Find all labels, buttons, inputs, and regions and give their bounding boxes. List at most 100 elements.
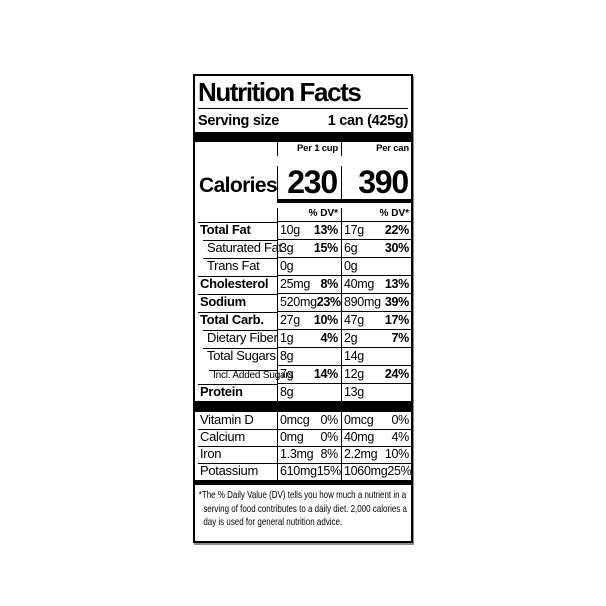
- per-can-dv: 10%: [384, 447, 409, 461]
- per-cup-amount: 0g: [280, 259, 294, 273]
- calories-label: Calories: [199, 174, 278, 197]
- nutrient-name: Total Carb.: [198, 312, 277, 329]
- nutrient-name: Dietary Fiber: [198, 330, 278, 347]
- nutrient-name: Potassium: [198, 463, 277, 480]
- per-cup-dv: 8%: [320, 277, 339, 291]
- per-cup-amount: 3g: [280, 241, 294, 255]
- footnote: *The % Daily Value (DV) tells you how mu…: [198, 485, 408, 541]
- per-cup-amount: 1.3mg: [280, 447, 314, 461]
- footnote-text: *The % Daily Value (DV) tells you how mu…: [198, 489, 407, 528]
- calories-per-can-value: 390: [341, 166, 412, 199]
- per-cup-amount: 27g: [280, 313, 300, 327]
- nutrient-name: Sodium: [198, 294, 277, 311]
- nutrient-row-saturated-fat: Saturated Fat 3g 15% 6g 30%: [198, 239, 412, 257]
- footnote-divider-bar: [195, 480, 411, 485]
- per-can-dv-header: % DV*: [341, 208, 412, 221]
- per-cup-amount: 0mg: [280, 430, 304, 444]
- per-can-amount: 0g: [344, 259, 358, 273]
- per-can-column-header: Per can: [341, 142, 412, 156]
- per-cup-amount: 0mcg: [280, 413, 310, 427]
- vitamin-row-iron: Iron 1.3mg 8% 2.2mg 10%: [198, 446, 412, 463]
- nutrient-row-total-fat: Total Fat 10g 13% 17g 22%: [198, 221, 412, 239]
- per-can-amount: 890mg: [344, 295, 381, 309]
- per-can-dv: 24%: [384, 367, 409, 381]
- per-can-amount: 2.2mg: [344, 447, 378, 461]
- per-cup-dv: 10%: [313, 313, 338, 327]
- nutrient-row-trans-fat: Trans Fat 0g 0g: [198, 257, 412, 275]
- nutrient-row-sodium: Sodium 520mg 23% 890mg 39%: [198, 293, 412, 311]
- nutrient-row-dietary-fiber: Dietary Fiber 1g 4% 2g 7%: [198, 329, 412, 347]
- nutrient-name: Saturated Fat: [198, 240, 282, 257]
- serving-size-value: 1 can (425g): [327, 113, 409, 129]
- per-cup-dv: 14%: [313, 367, 338, 381]
- vitamin-row-potassium: Potassium 610mg 15% 1060mg 25%: [198, 463, 412, 480]
- per-can-amount: 6g: [344, 241, 358, 255]
- per-cup-dv: 13%: [313, 223, 338, 237]
- serving-size-label: Serving size: [198, 113, 280, 129]
- per-can-amount: 40mg: [344, 430, 375, 444]
- nutrient-row-added-sugars: Incl. Added Sugars 7g 14% 12g 24%: [198, 365, 412, 383]
- per-can-amount: 12g: [344, 367, 364, 381]
- nutrient-row-protein: Protein 8g 13g: [198, 383, 412, 401]
- nutrient-name: Trans Fat: [198, 258, 277, 275]
- nutrient-name: Protein: [198, 384, 277, 401]
- thick-divider-bar: [195, 132, 411, 142]
- per-can-dv: 30%: [384, 241, 409, 255]
- nutrient-row-cholesterol: Cholesterol 25mg 8% 40mg 13%: [198, 275, 412, 293]
- per-can-amount: 1060mg: [344, 464, 388, 478]
- per-cup-amount: 520mg: [280, 295, 317, 309]
- per-can-amount: 47g: [344, 313, 364, 327]
- nutrient-name: Total Fat: [198, 222, 277, 239]
- per-can-amount: 2g: [344, 331, 358, 345]
- per-can-dv: 17%: [384, 313, 409, 327]
- calories-per-cup-value: 230: [277, 166, 341, 199]
- per-cup-dv: 4%: [320, 331, 339, 345]
- per-cup-amount: 610mg: [280, 464, 317, 478]
- calories-row: Calories 230 390: [198, 156, 409, 199]
- per-can-dv: 0%: [391, 413, 410, 427]
- per-can-amount: 13g: [344, 385, 364, 399]
- per-can-dv: 39%: [384, 295, 409, 309]
- per-cup-dv: 23%: [316, 295, 341, 309]
- serving-size-row: Serving size 1 can (425g): [198, 109, 408, 132]
- per-cup-dv-header: % DV*: [277, 208, 341, 221]
- column-header-spacer: [198, 142, 277, 156]
- column-headers-row: Per 1 cup Per can: [198, 142, 409, 156]
- calories-underline-bars: [198, 199, 412, 203]
- vitamin-row-vitamin-d: Vitamin D 0mcg 0% 0mcg 0%: [198, 412, 410, 429]
- per-cup-amount: 8g: [280, 349, 294, 363]
- per-cup-dv: 0%: [320, 413, 339, 427]
- per-can-amount: 14g: [344, 349, 364, 363]
- nutrient-name: Iron: [198, 446, 277, 463]
- nutrient-name: Calcium: [198, 429, 277, 446]
- per-can-dv: 4%: [391, 430, 410, 444]
- nutrient-name: Incl. Added Sugars: [198, 370, 294, 383]
- per-cup-amount: 1g: [280, 331, 294, 345]
- nutrient-name: Cholesterol: [198, 276, 277, 293]
- per-cup-dv: 15%: [316, 464, 341, 478]
- per-can-dv: 7%: [391, 331, 410, 345]
- per-cup-dv: 15%: [313, 241, 338, 255]
- nutrient-row-total-carb: Total Carb. 27g 10% 47g 17%: [198, 311, 412, 329]
- daily-value-header-row: % DV* % DV*: [198, 203, 409, 221]
- per-cup-amount: 25mg: [280, 277, 311, 291]
- per-can-underline-bar: [341, 199, 412, 203]
- per-cup-amount: 10g: [280, 223, 300, 237]
- per-cup-dv: 0%: [320, 430, 339, 444]
- per-cup-amount: 7g: [280, 367, 294, 381]
- per-can-amount: 17g: [344, 223, 364, 237]
- per-can-dv: 22%: [384, 223, 409, 237]
- nutrient-row-total-sugars: Total Sugars 8g 14g: [198, 347, 412, 365]
- section-divider-bar: [195, 401, 411, 412]
- per-cup-column-header: Per 1 cup: [277, 142, 341, 156]
- per-can-dv: 13%: [384, 277, 409, 291]
- nutrient-name: Total Sugars: [198, 348, 277, 365]
- per-can-amount: 40mg: [344, 277, 375, 291]
- per-cup-dv: 8%: [320, 447, 339, 461]
- label-title: Nutrition Facts: [198, 76, 408, 109]
- nutrition-facts-label: Nutrition Facts Serving size 1 can (425g…: [193, 74, 413, 543]
- vitamin-row-calcium: Calcium 0mg 0% 40mg 4%: [198, 429, 412, 446]
- per-cup-underline-bar: [277, 199, 341, 203]
- nutrient-name: Vitamin D: [200, 412, 254, 427]
